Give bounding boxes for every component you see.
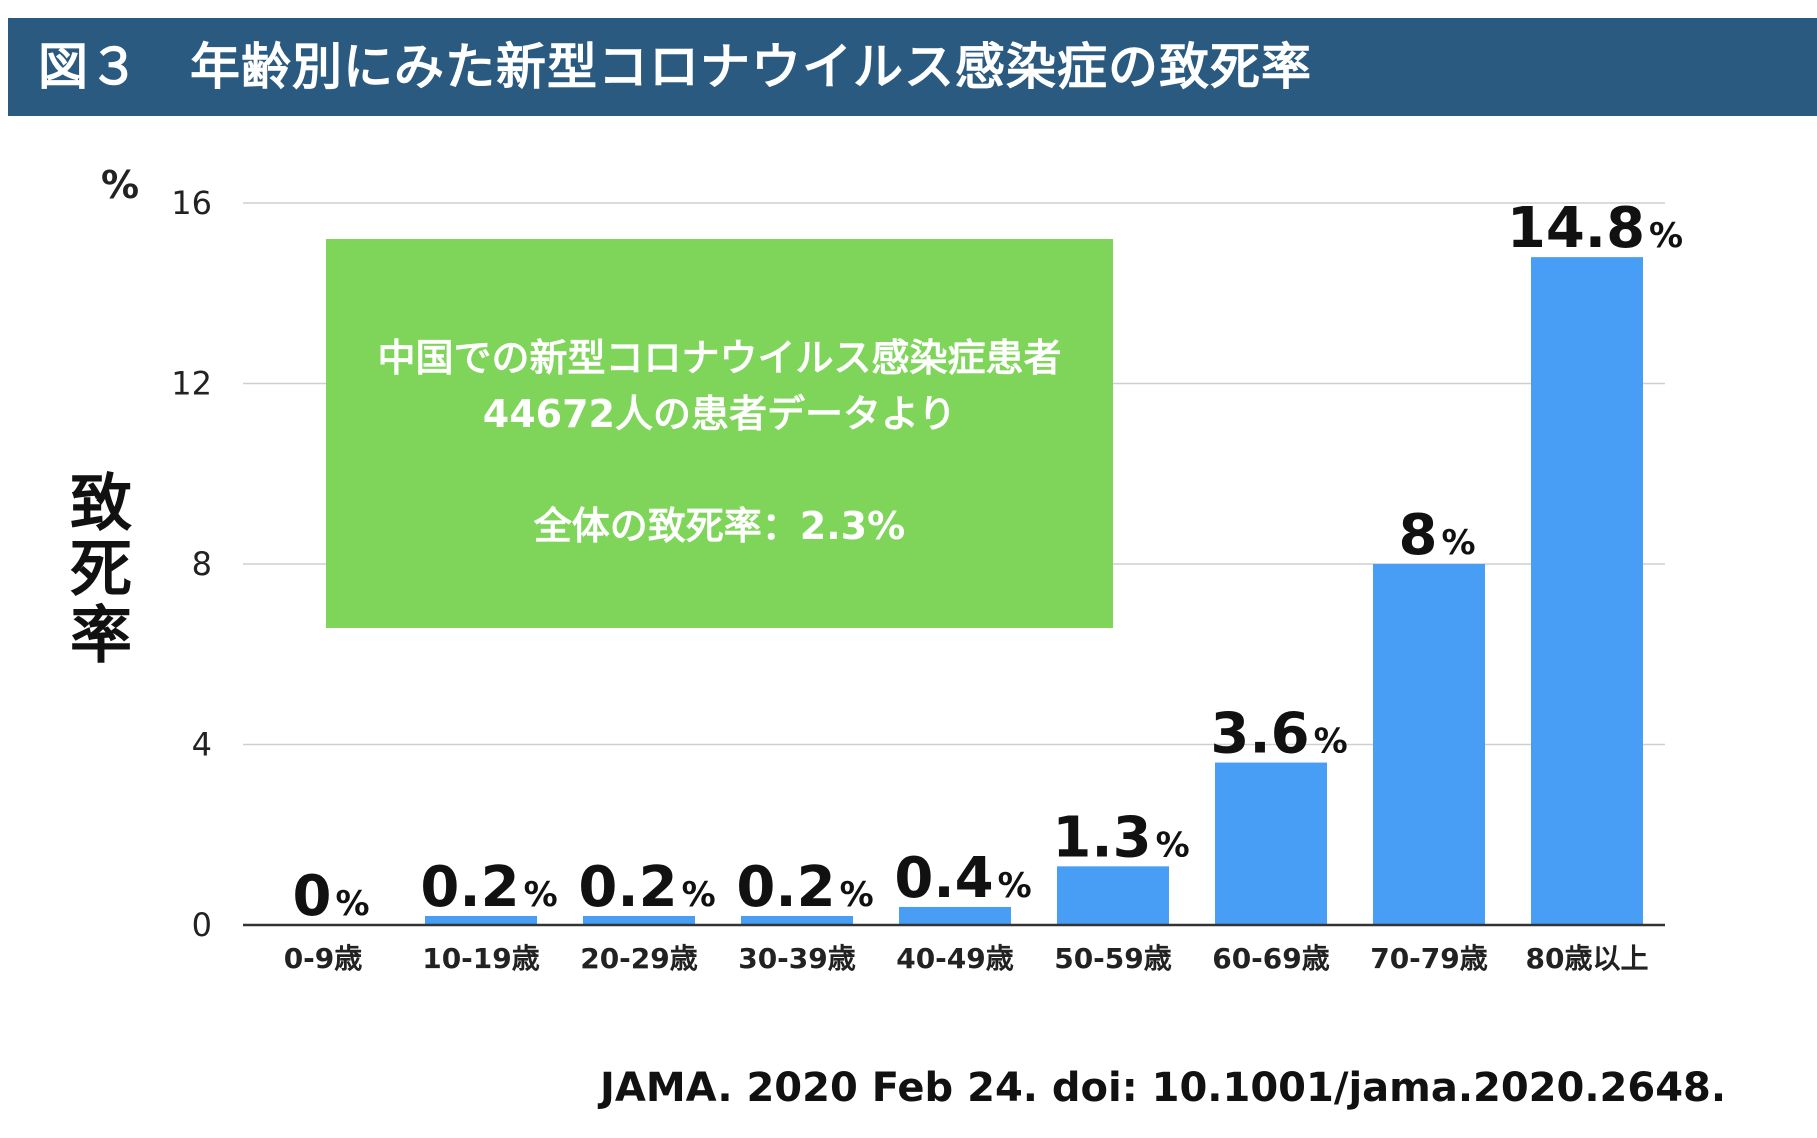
value-label: 0.4% [894, 846, 1031, 911]
value-suffix: % [1441, 523, 1475, 563]
figure-label: 図３ [38, 38, 140, 96]
value-label: 0% [292, 864, 369, 929]
value-number: 0.2 [578, 855, 677, 920]
bars [425, 257, 1643, 925]
category-label: 0-9歳 [284, 942, 363, 975]
value-number: 1.3 [1052, 805, 1151, 870]
value-suffix: % [524, 875, 558, 915]
info-line-1: 中国での新型コロナウイルス感染症患者 [377, 336, 1062, 380]
category-label: 30-39歳 [738, 942, 856, 975]
y-axis-unit: % [101, 163, 139, 207]
y-tick-label: 12 [171, 365, 212, 403]
figure-header: 図３ 年齢別にみた新型コロナウイルス感染症の致死率 [8, 18, 1817, 116]
value-number: 8 [1398, 503, 1437, 568]
value-suffix: % [1156, 825, 1190, 865]
bar-70-79歳 [1373, 564, 1485, 925]
value-label: 0.2% [420, 855, 557, 920]
category-label: 70-79歳 [1370, 942, 1488, 975]
y-tick-label: 4 [192, 726, 212, 764]
category-label: 20-29歳 [580, 942, 698, 975]
bar-20-29歳 [583, 915, 695, 925]
value-label: 0.2% [736, 855, 873, 920]
info-box: 中国での新型コロナウイルス感染症患者 44672人の患者データより 全体の致死率… [326, 239, 1113, 628]
value-number: 0.2 [420, 855, 519, 920]
bar-80歳以上 [1531, 257, 1643, 925]
info-line-2: 44672人の患者データより [482, 392, 957, 436]
category-labels: 0-9歳 10-19歳 20-29歳 30-39歳 40-49歳 50-59歳 60-69歳… [284, 942, 1649, 975]
value-label: 14.8% [1507, 196, 1683, 261]
category-label: 80歳以上 [1526, 942, 1649, 975]
value-number: 3.6 [1210, 702, 1309, 767]
y-tick-label: 8 [192, 545, 212, 583]
value-label: 1.3% [1052, 805, 1189, 870]
bar-30-39歳 [741, 915, 853, 925]
value-number: 14.8 [1507, 196, 1645, 261]
value-suffix: % [998, 866, 1032, 906]
bar-40-49歳 [899, 906, 1011, 925]
value-number: 0.4 [894, 846, 993, 911]
value-suffix: % [1314, 722, 1348, 762]
value-suffix: % [682, 875, 716, 915]
category-label: 40-49歳 [896, 942, 1014, 975]
figure-title: 年齢別にみた新型コロナウイルス感染症の致死率 [190, 38, 1312, 96]
value-label: 0.2% [578, 855, 715, 920]
y-axis-label: 致死率 [59, 470, 132, 668]
y-tick-label: 0 [192, 906, 212, 944]
info-line-3: 全体の致死率：2.3% [533, 504, 906, 548]
bar-60-69歳 [1215, 762, 1327, 925]
value-suffix: % [335, 884, 369, 924]
value-suffix: % [840, 875, 874, 915]
value-suffix: % [1649, 216, 1683, 256]
category-label: 60-69歳 [1212, 942, 1330, 975]
category-label: 10-19歳 [422, 942, 540, 975]
header-text: 図３ 年齢別にみた新型コロナウイルス感染症の致死率 [38, 18, 1312, 116]
y-tick-labels: 0 4 8 12 16 [171, 184, 212, 944]
value-label: 8% [1398, 503, 1475, 568]
value-labels: 0% 0.2% 0.2% 0.2% 0.4 %1.3 %3.6 %8 %14.8% [292, 196, 1683, 929]
y-tick-label: 16 [171, 184, 212, 222]
value-number: 0 [292, 864, 331, 929]
value-number: 0.2 [736, 855, 835, 920]
value-label: 3.6% [1210, 702, 1347, 767]
bar-50-59歳 [1057, 866, 1169, 925]
bar-10-19歳 [425, 915, 537, 925]
source-citation: JAMA. 2020 Feb 24. doi: 10.1001/jama.202… [600, 1065, 1727, 1111]
category-label: 50-59歳 [1054, 942, 1172, 975]
